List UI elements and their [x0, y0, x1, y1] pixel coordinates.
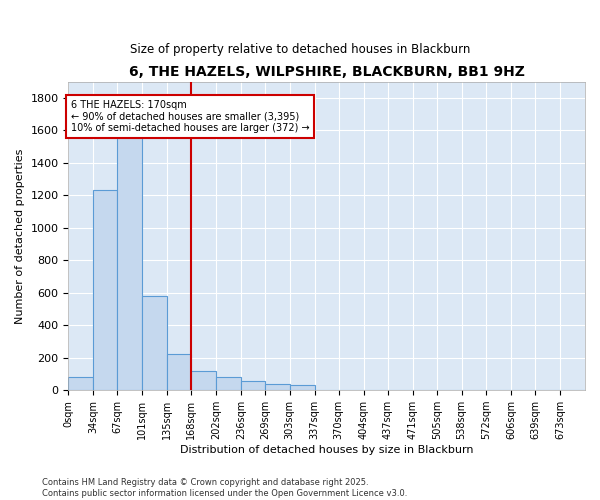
Bar [191, 370, 216, 390]
Text: Size of property relative to detached houses in Blackburn: Size of property relative to detached ho… [130, 42, 470, 56]
X-axis label: Distribution of detached houses by size in Blackburn: Distribution of detached houses by size … [180, 445, 473, 455]
Bar [142, 296, 167, 390]
Bar [216, 377, 241, 390]
Bar [93, 190, 118, 390]
Bar [265, 384, 290, 390]
Y-axis label: Number of detached properties: Number of detached properties [15, 148, 25, 324]
Bar [118, 120, 142, 390]
Bar [290, 386, 314, 390]
Bar [241, 382, 265, 390]
Bar [167, 354, 191, 390]
Text: Contains HM Land Registry data © Crown copyright and database right 2025.
Contai: Contains HM Land Registry data © Crown c… [42, 478, 407, 498]
Bar [68, 377, 93, 390]
Text: 6 THE HAZELS: 170sqm
← 90% of detached houses are smaller (3,395)
10% of semi-de: 6 THE HAZELS: 170sqm ← 90% of detached h… [71, 100, 309, 134]
Title: 6, THE HAZELS, WILPSHIRE, BLACKBURN, BB1 9HZ: 6, THE HAZELS, WILPSHIRE, BLACKBURN, BB1… [129, 65, 524, 79]
